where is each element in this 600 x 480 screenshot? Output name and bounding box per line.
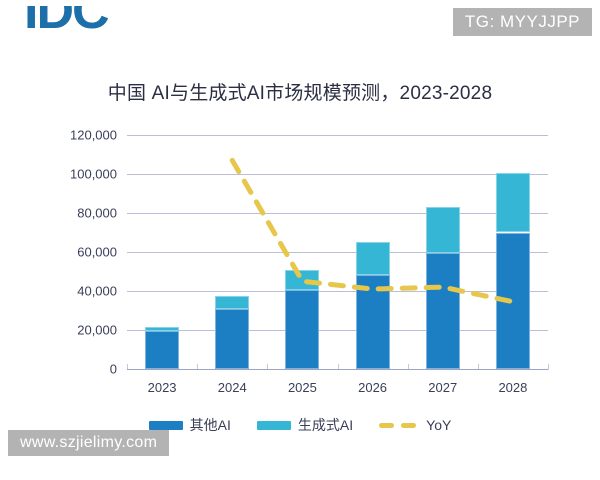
y-axis-tick-label: 120,000 xyxy=(70,127,117,143)
y-axis-tick-label: 40,000 xyxy=(77,283,117,299)
y-gridline xyxy=(127,291,548,292)
bar-segment[interactable] xyxy=(425,207,460,253)
bar-segment[interactable] xyxy=(285,290,320,369)
legend-item-yoy[interactable]: YoY xyxy=(379,417,451,433)
bar-segment[interactable] xyxy=(495,173,530,233)
watermark-website: www.szjielimy.com xyxy=(8,430,170,456)
x-axis-tick xyxy=(127,364,128,370)
y-axis-tick-label: 20,000 xyxy=(77,322,117,338)
chart-legend: 其他AI 生成式AI YoY xyxy=(0,415,600,435)
legend-marker-yoy xyxy=(379,421,419,430)
x-axis-tick xyxy=(477,364,479,370)
x-axis-tick xyxy=(407,364,409,370)
y-gridline xyxy=(127,252,548,253)
y-gridline xyxy=(127,174,548,175)
bar-segment[interactable] xyxy=(425,252,460,369)
legend-item-gen-ai[interactable]: 生成式AI xyxy=(256,415,354,435)
x-axis-tick-label: 2028 xyxy=(498,380,528,395)
x-axis-tick xyxy=(267,364,269,370)
x-axis-tick-label: 2027 xyxy=(428,380,458,395)
x-axis-tick-label: 2023 xyxy=(147,380,177,395)
x-axis-tick-label: 2026 xyxy=(358,380,388,395)
x-axis-tick xyxy=(197,364,199,370)
bar-segment[interactable] xyxy=(215,308,250,369)
bar-segment[interactable] xyxy=(355,242,390,276)
watermark-telegram: TG: MYYJJPP xyxy=(452,8,592,36)
legend-swatch-gen-ai xyxy=(256,420,291,430)
x-axis-tick xyxy=(337,364,339,370)
legend-label-yoy: YoY xyxy=(426,417,452,433)
idc-logo: IDC xyxy=(24,6,154,48)
legend-swatch-other-ai xyxy=(148,420,183,430)
bar-segment[interactable] xyxy=(355,275,390,369)
x-axis-tick xyxy=(548,364,549,370)
y-axis-tick-label: 100,000 xyxy=(70,166,117,182)
y-axis-tick-label: 60,000 xyxy=(77,244,117,260)
y-axis-tick-label: 0 xyxy=(109,361,117,377)
bar-segment[interactable] xyxy=(145,327,180,331)
y-gridline xyxy=(127,330,548,331)
bar-segment[interactable] xyxy=(145,330,180,369)
legend-item-other-ai[interactable]: 其他AI xyxy=(148,415,231,435)
idc-logo-text: IDC xyxy=(24,6,110,40)
legend-label-other-ai: 其他AI xyxy=(189,417,231,433)
y-axis-tick-label: 80,000 xyxy=(77,205,117,221)
x-axis-tick-label: 2025 xyxy=(287,380,317,395)
chart-title: 中国 AI与生成式AI市场规模预测，2023-2028 xyxy=(107,83,493,104)
x-axis-baseline xyxy=(127,369,548,370)
y-gridline xyxy=(127,213,548,214)
bar-segment[interactable] xyxy=(285,269,320,291)
bar-segment[interactable] xyxy=(495,232,530,369)
legend-label-gen-ai: 生成式AI xyxy=(297,417,354,433)
y-gridline xyxy=(127,135,548,136)
x-axis-tick-label: 2024 xyxy=(217,380,247,395)
bar-segment[interactable] xyxy=(215,295,250,309)
